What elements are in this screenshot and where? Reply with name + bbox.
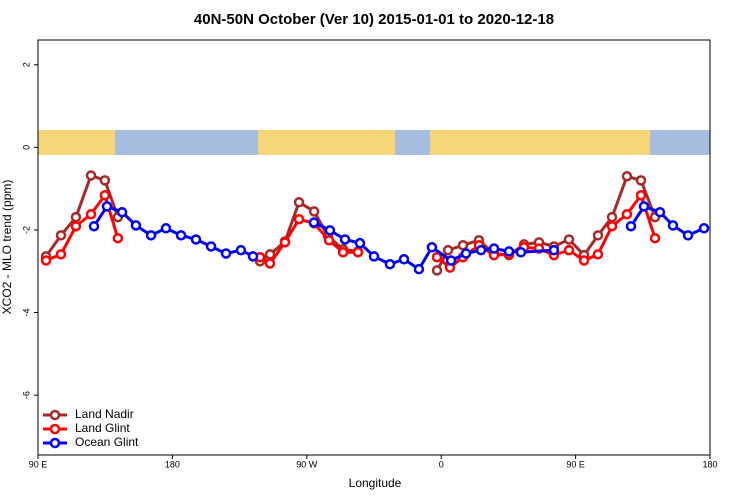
data-point [308, 206, 320, 217]
data-point [55, 249, 67, 260]
data-point [88, 220, 100, 232]
data-point [55, 230, 67, 241]
data-point [563, 244, 575, 256]
chart-title: 40N-50N October (Ver 10) 2015-01-01 to 2… [194, 11, 554, 28]
data-point [413, 263, 425, 275]
data-point [431, 265, 443, 276]
legend-marker [49, 423, 61, 435]
x-tick-label: 90 E [566, 459, 585, 469]
data-point [101, 201, 113, 212]
data-point [635, 175, 647, 186]
x-tick-label: 90 E [29, 459, 48, 469]
data-point [116, 206, 128, 218]
data-point [445, 255, 457, 266]
data-point [384, 258, 396, 270]
data-point [112, 232, 124, 244]
data-point [293, 197, 305, 208]
data-point [649, 232, 661, 244]
data-point [426, 242, 438, 253]
data-point [606, 220, 618, 232]
data-point [130, 220, 142, 231]
data-point [323, 235, 335, 246]
data-point [621, 171, 633, 182]
data-point [698, 223, 710, 234]
data-point [264, 258, 276, 269]
data-point [354, 237, 366, 249]
x-tick-label: 0 [439, 459, 444, 469]
data-point [635, 190, 647, 201]
data-point [654, 206, 666, 218]
x-axis-label: Longitude [349, 476, 402, 490]
plot-frame [37, 39, 711, 456]
data-point [621, 209, 633, 220]
data-point [70, 220, 82, 232]
data-point [293, 213, 305, 225]
data-point [247, 251, 259, 262]
data-point [70, 211, 82, 223]
data-point [337, 246, 349, 258]
data-point [99, 175, 111, 186]
data-point [40, 255, 52, 266]
data-point [515, 246, 527, 258]
data-point [488, 243, 500, 254]
data-point [368, 251, 380, 262]
data-point [431, 251, 443, 263]
y-tick-label: 0 [21, 145, 31, 150]
data-point [352, 246, 364, 258]
y-tick-label: -2 [21, 226, 31, 234]
data-point [460, 248, 472, 259]
data-point [475, 244, 487, 256]
legend-label: Ocean Glint [75, 435, 139, 449]
y-axis-label: XCO2 - MLO trend (ppm) [0, 180, 14, 315]
data-point [503, 246, 515, 257]
data-point [99, 190, 111, 201]
data-point [308, 217, 320, 228]
data-point [578, 255, 590, 266]
data-point [606, 211, 618, 223]
data-point [563, 234, 575, 245]
legend-marker [49, 437, 61, 449]
data-point [548, 244, 560, 256]
data-point [592, 230, 604, 241]
y-tick-label: -6 [21, 391, 31, 399]
data-point [85, 170, 97, 181]
data-point [442, 244, 454, 256]
data-point [398, 254, 410, 265]
data-point [160, 223, 172, 234]
data-point [324, 225, 336, 236]
x-tick-label: 180 [165, 459, 180, 469]
data-point [145, 230, 157, 241]
x-tick-label: 90 W [296, 459, 318, 469]
data-point [625, 220, 637, 232]
data-point [339, 234, 351, 245]
data-point [175, 230, 187, 241]
data-point [667, 220, 679, 231]
legend-marker [49, 409, 61, 421]
data-point [235, 244, 247, 256]
data-point [190, 234, 202, 245]
legend-label: Land Nadir [75, 407, 134, 421]
data-point [205, 241, 217, 252]
data-point [682, 230, 694, 241]
data-point [457, 239, 469, 251]
y-tick-label: 2 [21, 62, 31, 67]
legend-label: Land Glint [75, 421, 130, 435]
x-tick-label: 180 [702, 459, 717, 469]
y-tick-label: -4 [21, 309, 31, 317]
series-line [45, 191, 657, 270]
data-point [638, 201, 650, 212]
data-point [220, 248, 232, 259]
data-point [85, 209, 97, 220]
map-strip [38, 130, 710, 155]
data-point [279, 237, 291, 248]
data-point [592, 249, 604, 260]
